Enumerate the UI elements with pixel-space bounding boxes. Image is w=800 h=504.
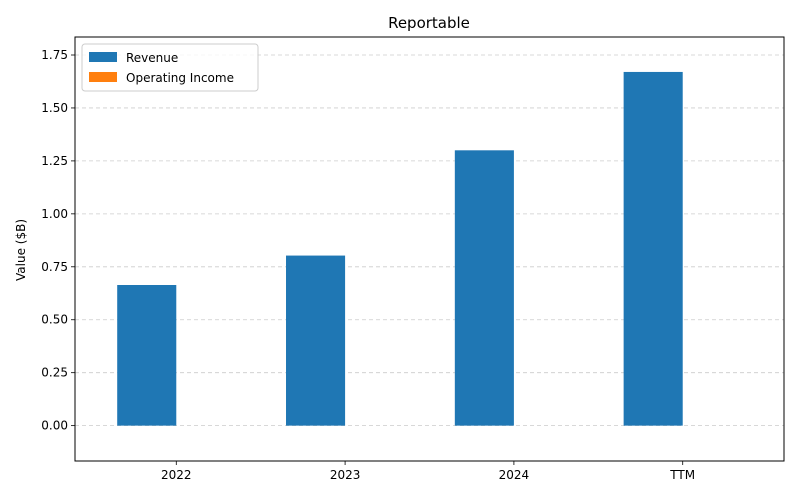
- bar-revenue: [454, 150, 514, 426]
- legend-label: Operating Income: [126, 71, 234, 85]
- legend-swatch: [89, 72, 117, 82]
- chart-title: Reportable: [388, 14, 470, 32]
- legend: Revenue Operating Income: [81, 43, 259, 92]
- plot-frame: [74, 36, 785, 462]
- legend-box: [81, 43, 259, 92]
- bars: [117, 71, 683, 426]
- y-tick-label: 0.50: [41, 313, 68, 327]
- y-tick-label: 0.25: [41, 366, 68, 380]
- legend-swatch: [89, 52, 117, 62]
- y-tick-label: 1.25: [41, 154, 68, 168]
- y-tick-label: 0.75: [41, 260, 68, 274]
- y-axis-label: Value ($B): [14, 219, 28, 281]
- x-tick-label: 2024: [499, 468, 530, 482]
- x-tick-label: TTM: [669, 468, 695, 482]
- x-tick-label: 2023: [330, 468, 361, 482]
- y-tick-label: 0.00: [41, 419, 68, 433]
- axes: 0.00 0.25 0.50 0.75 1.00 1.25 1.50 1.75 2022 2023…: [41, 36, 785, 482]
- bar-revenue: [623, 71, 683, 426]
- y-tick-label: 1.75: [41, 48, 68, 62]
- x-tick-label: 2022: [161, 468, 192, 482]
- bar-revenue: [117, 285, 177, 426]
- y-tick-label: 1.50: [41, 101, 68, 115]
- y-tick-label: 1.00: [41, 207, 68, 221]
- legend-label: Revenue: [126, 51, 178, 65]
- bar-revenue: [286, 255, 346, 426]
